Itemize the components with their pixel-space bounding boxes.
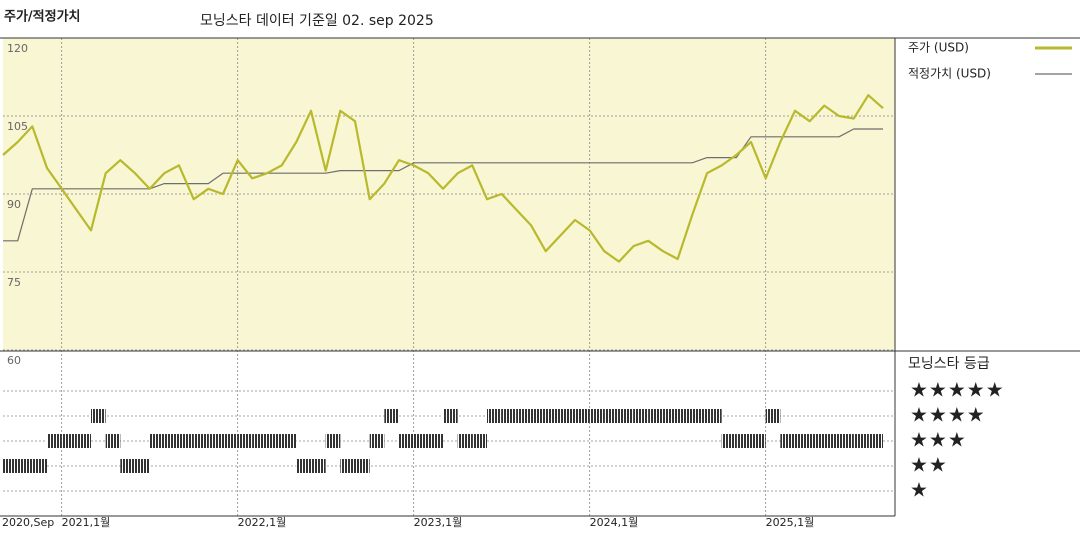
y-tick-label: 120 — [7, 42, 28, 55]
rating-bar — [340, 459, 355, 473]
rating-bar — [267, 434, 282, 448]
rating-bar — [809, 434, 825, 448]
x-tick-label: 2025,1월 — [766, 516, 815, 529]
rating-bar — [736, 434, 751, 448]
rating-bar — [633, 409, 649, 423]
rating-bar — [252, 434, 267, 448]
rating-bar — [281, 434, 297, 448]
rating-bar — [369, 434, 385, 448]
rating-bar — [795, 434, 810, 448]
rating-level-label: ★★★★ — [910, 403, 986, 427]
legend-label: 적정가치 (USD) — [908, 67, 991, 81]
rating-bar — [61, 434, 77, 448]
rating-bar — [135, 459, 150, 473]
rating-bar — [853, 434, 869, 448]
rating-level-label: ★★★ — [910, 428, 967, 452]
x-tick-label: 2020,Sep — [2, 516, 54, 529]
rating-bar — [237, 434, 253, 448]
rating-bar — [120, 459, 135, 473]
rating-bar — [531, 409, 546, 423]
rating-bar — [32, 459, 47, 473]
rating-bar — [164, 434, 179, 448]
rating-bar — [428, 434, 443, 448]
rating-bar — [223, 434, 238, 448]
rating-bar — [751, 434, 766, 448]
rating-bar — [619, 409, 634, 423]
rating-bar — [487, 409, 502, 423]
chart-title: 모닝스타 데이터 기준일 02. sep 2025 — [200, 13, 434, 29]
rating-bar — [355, 459, 370, 473]
rating-bar — [91, 409, 106, 423]
rating-bar — [868, 434, 883, 448]
x-tick-label: 2023,1월 — [414, 516, 463, 529]
x-tick-label: 2021,1월 — [62, 516, 111, 529]
rating-bar — [780, 434, 795, 448]
rating-title: 모닝스타 등급 — [908, 356, 990, 372]
rating-bar — [677, 409, 693, 423]
rating-bar — [707, 409, 722, 423]
rating-bar — [721, 434, 737, 448]
y-tick-label: 60 — [7, 354, 21, 367]
y-tick-label: 75 — [7, 276, 21, 289]
rating-bar — [575, 409, 590, 423]
rating-bar — [824, 434, 839, 448]
rating-bar — [296, 459, 311, 473]
rating-bar — [208, 434, 223, 448]
rating-bar — [457, 434, 473, 448]
x-tick-label: 2022,1월 — [238, 516, 287, 529]
rating-bar — [589, 409, 605, 423]
rating-level-label: ★★ — [910, 453, 948, 477]
rating-bar — [3, 459, 18, 473]
y-tick-label: 90 — [7, 198, 21, 211]
rating-bar — [399, 434, 414, 448]
series-line — [2, 94, 884, 263]
rating-bar — [692, 409, 707, 423]
rating-bar — [560, 409, 575, 423]
rating-level-label: ★★★★★ — [910, 378, 1005, 402]
rating-bar — [325, 434, 341, 448]
rating-level-label: ★ — [910, 478, 929, 502]
rating-bar — [47, 434, 62, 448]
rating-bar — [105, 434, 121, 448]
panel-label: 주가/적정가치 — [4, 9, 81, 25]
rating-bar — [413, 434, 429, 448]
rating-bar — [648, 409, 663, 423]
rating-bar — [545, 409, 561, 423]
rating-bar — [516, 409, 531, 423]
rating-bar — [17, 459, 33, 473]
rating-bar — [501, 409, 517, 423]
rating-bar — [149, 434, 165, 448]
rating-bar — [179, 434, 194, 448]
rating-bar — [443, 409, 458, 423]
rating-bar — [311, 459, 326, 473]
rating-bar — [663, 409, 678, 423]
rating-bar — [76, 434, 91, 448]
rating-bar — [472, 434, 487, 448]
rating-bar — [193, 434, 209, 448]
rating-bar — [384, 409, 399, 423]
y-tick-label: 105 — [7, 120, 28, 133]
legend-label: 주가 (USD) — [908, 41, 969, 55]
x-tick-label: 2024,1월 — [590, 516, 639, 529]
rating-bar — [839, 434, 854, 448]
rating-bar — [765, 409, 781, 423]
rating-bar — [604, 409, 619, 423]
